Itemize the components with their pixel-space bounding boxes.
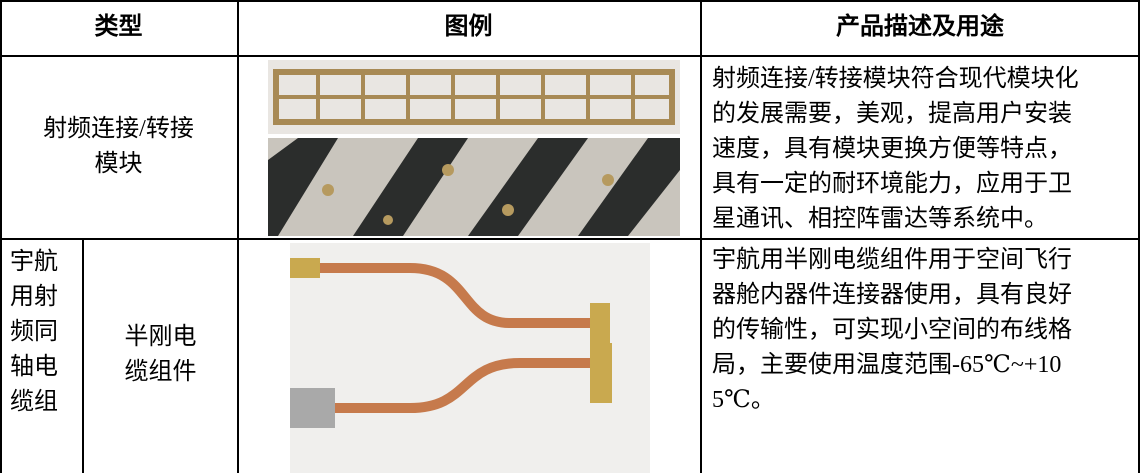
border — [700, 0, 702, 473]
border — [0, 55, 1140, 57]
description-cell: 射频连接/转接模块符合现代模块化 的发展需要，美观，提高用户安装 速度，具有模块更换… — [712, 62, 1136, 237]
border — [237, 0, 239, 473]
description-line: 速度，具有模块更换方便等特点， — [712, 136, 1072, 162]
description-line: 5℃。 — [712, 387, 775, 413]
border — [82, 238, 84, 473]
description-line: 射频连接/转接模块符合现代模块化 — [712, 66, 1079, 92]
header-cell: 产品描述及用途 — [836, 14, 1004, 40]
category-line: 轴电 — [10, 354, 58, 380]
border — [0, 0, 1140, 2]
type-cell: 半刚电 缆组件 — [84, 320, 237, 390]
description-line: 局，主要使用温度范围-65℃~+10 — [712, 352, 1062, 378]
description-line: 具有一定的耐环境能力，应用于卫 — [712, 171, 1072, 197]
header-cell: 类型 — [94, 14, 143, 40]
category-line: 缆组 — [10, 389, 58, 415]
border — [1138, 0, 1140, 473]
description-line: 星通讯、相控阵雷达等系统中。 — [712, 206, 1048, 232]
type-line: 射频连接/转接 — [43, 116, 194, 142]
description-line: 宇航用半刚电缆组件用于空间飞行 — [712, 247, 1072, 273]
type-line: 半刚电 — [124, 324, 197, 350]
category-line: 宇航 — [10, 249, 58, 275]
description-line: 的传输性，可实现小空间的布线格 — [712, 317, 1072, 343]
type-line: 缆组件 — [124, 359, 197, 385]
description-cell: 宇航用半刚电缆组件用于空间飞行 器舱内器件连接器使用，具有良好 的传输性，可实现小空… — [712, 243, 1136, 418]
category-line: 用射 — [10, 284, 58, 310]
description-line: 的发展需要，美观，提高用户安装 — [712, 101, 1072, 127]
border — [0, 0, 2, 473]
category-cell: 宇航用射频同轴电缆组 — [10, 245, 80, 420]
type-cell: 射频连接/转接 模块 — [0, 112, 237, 182]
header-cell: 图例 — [444, 14, 493, 40]
category-line: 频同 — [10, 319, 58, 345]
type-line: 模块 — [94, 151, 143, 177]
photo-semi-rigid-cable — [290, 243, 650, 473]
border — [0, 238, 1140, 240]
description-line: 器舱内器件连接器使用，具有良好 — [712, 282, 1072, 308]
photo-rf-module — [268, 60, 680, 236]
